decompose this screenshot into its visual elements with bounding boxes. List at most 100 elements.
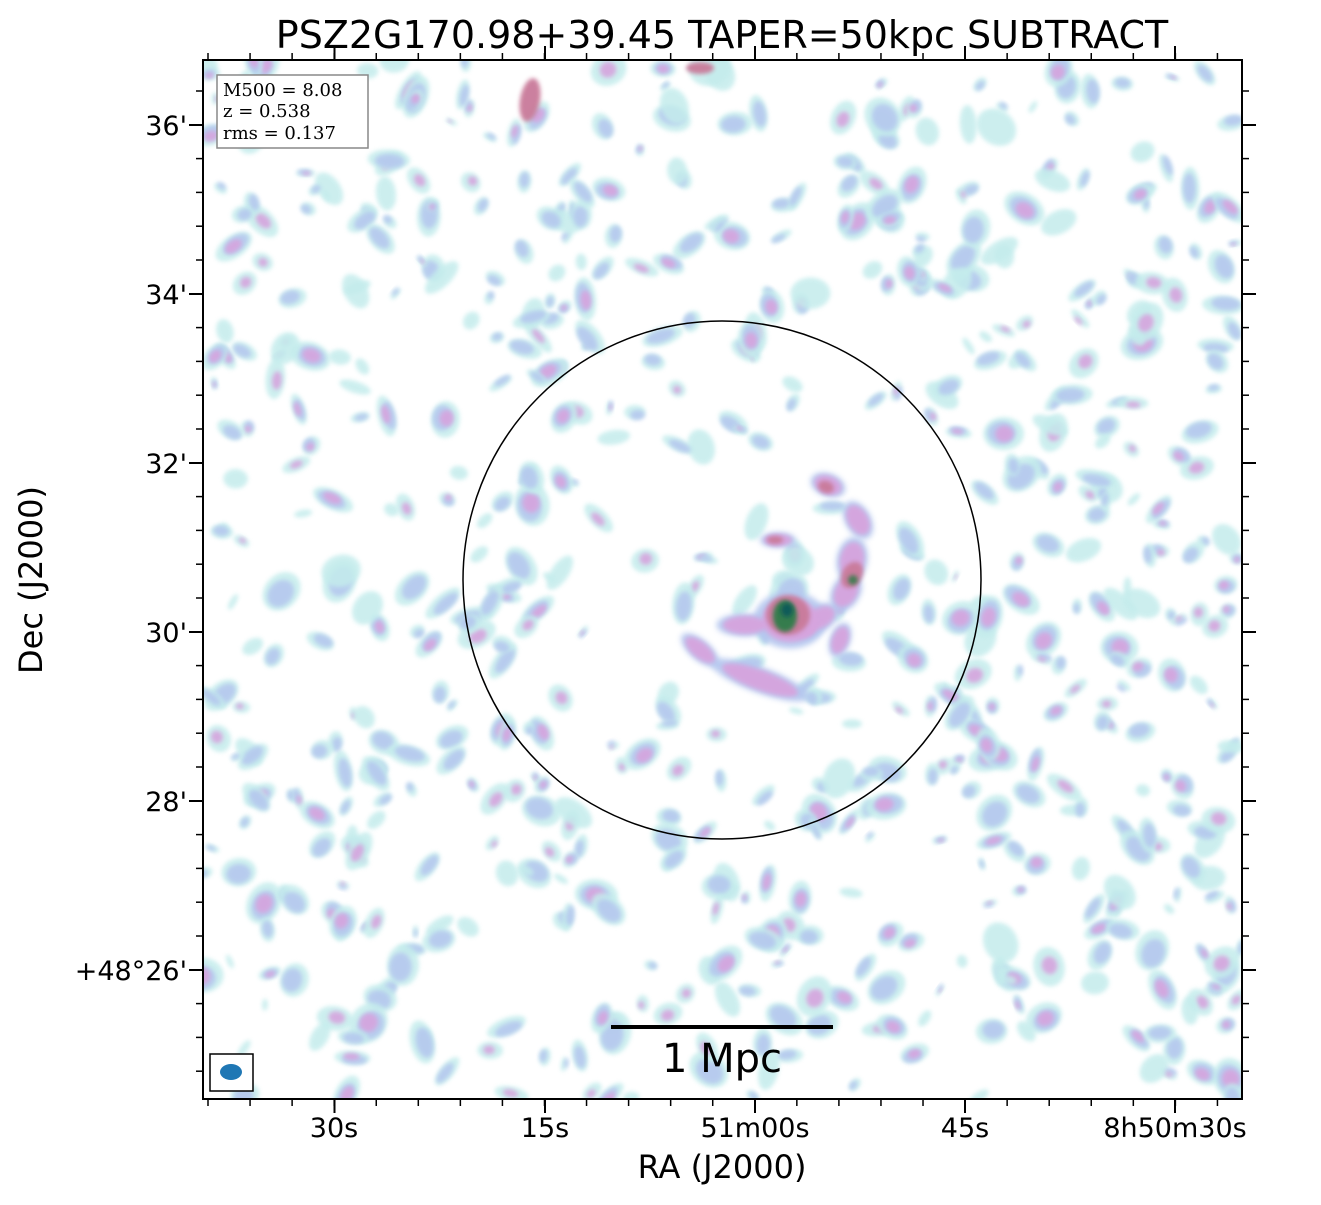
noise-blob bbox=[311, 744, 328, 758]
noise-blob bbox=[313, 633, 333, 648]
noise-blob bbox=[374, 153, 405, 169]
cluster-emission-blob bbox=[831, 626, 849, 654]
noise-blob bbox=[1030, 856, 1043, 868]
noise-blob bbox=[235, 703, 244, 710]
noise-blob bbox=[1152, 502, 1164, 515]
noise-blob bbox=[543, 572, 556, 582]
x-tick-label-8h50m30s: 8h50m30s bbox=[1103, 1113, 1246, 1144]
noise-blob bbox=[885, 278, 893, 289]
noise-blob bbox=[381, 405, 391, 424]
noise-blob bbox=[248, 789, 269, 811]
noise-blob bbox=[938, 760, 947, 769]
noise-blob bbox=[764, 820, 776, 831]
y-tick-label-34: 34' bbox=[145, 280, 187, 311]
noise-blob bbox=[555, 475, 566, 489]
noise-blob bbox=[574, 181, 592, 203]
noise-blob bbox=[1174, 780, 1186, 792]
noise-blob bbox=[477, 513, 493, 529]
noise-blob bbox=[1194, 1067, 1210, 1081]
noise-blob bbox=[522, 493, 540, 513]
noise-blob bbox=[308, 807, 325, 821]
noise-blob bbox=[262, 920, 273, 938]
noise-blob bbox=[391, 287, 399, 296]
noise-blob bbox=[1037, 653, 1053, 661]
noise-blob bbox=[598, 119, 613, 138]
noise-blob bbox=[323, 491, 342, 505]
noise-blob bbox=[537, 724, 550, 740]
noise-blob bbox=[1183, 547, 1199, 563]
noise-blob bbox=[1143, 546, 1152, 564]
noise-blob bbox=[711, 730, 721, 738]
noise-blob bbox=[238, 537, 247, 544]
noise-blob bbox=[574, 840, 584, 857]
noise-blob bbox=[342, 1032, 365, 1044]
noise-blob bbox=[669, 439, 691, 453]
noise-blob bbox=[883, 216, 896, 225]
noise-blob bbox=[244, 425, 252, 433]
noise-blob bbox=[1081, 971, 1109, 995]
noise-blob bbox=[1003, 975, 1017, 985]
noise-blob bbox=[1080, 171, 1090, 187]
noise-blob bbox=[487, 275, 501, 286]
noise-blob bbox=[494, 641, 510, 653]
noise-blob bbox=[406, 782, 414, 792]
noise-blob bbox=[869, 178, 883, 190]
beam-ellipse bbox=[220, 1064, 242, 1080]
noise-blob bbox=[980, 737, 993, 753]
noise-blob bbox=[1087, 300, 1093, 306]
noise-blob bbox=[982, 1020, 1005, 1039]
noise-blob bbox=[566, 905, 575, 926]
noise-blob bbox=[414, 174, 426, 187]
noise-blob bbox=[868, 393, 884, 407]
noise-blob bbox=[1032, 414, 1068, 437]
noise-blob bbox=[928, 768, 938, 785]
noise-blob bbox=[231, 753, 240, 760]
noise-blob bbox=[1050, 705, 1062, 716]
noise-blob bbox=[1065, 537, 1102, 563]
noise-blob bbox=[1221, 1069, 1240, 1088]
noise-blob bbox=[916, 236, 926, 242]
cluster-emission-blob bbox=[723, 616, 767, 634]
y-tick-label-26: +48°26' bbox=[75, 956, 187, 987]
noise-blob bbox=[1210, 702, 1215, 708]
noise-blob bbox=[270, 332, 300, 365]
noise-blob bbox=[233, 1087, 254, 1099]
noise-blob bbox=[338, 758, 352, 788]
noise-blob bbox=[282, 968, 303, 992]
noise-blob bbox=[781, 546, 814, 576]
noise-blob bbox=[1109, 923, 1133, 939]
noise-blob bbox=[383, 215, 393, 224]
noise-blob bbox=[837, 156, 854, 168]
cluster-emission-blob bbox=[685, 636, 715, 664]
noise-blob bbox=[756, 1034, 770, 1056]
noise-blob bbox=[555, 691, 568, 705]
noise-blob bbox=[379, 794, 392, 805]
noise-blob bbox=[982, 922, 1019, 963]
noise-blob bbox=[1226, 902, 1232, 911]
noise-blob bbox=[683, 313, 696, 328]
noise-blob bbox=[1173, 887, 1179, 899]
noise-blob bbox=[1230, 242, 1237, 247]
noise-blob bbox=[1166, 1037, 1183, 1059]
noise-blob bbox=[1074, 281, 1094, 297]
noise-blob bbox=[681, 988, 691, 998]
noise-blob bbox=[519, 172, 530, 188]
noise-blob bbox=[742, 894, 747, 900]
noise-blob bbox=[1056, 388, 1085, 403]
noise-blob bbox=[930, 412, 937, 421]
noise-blob bbox=[411, 93, 420, 104]
noise-blob bbox=[342, 273, 370, 309]
noise-blob bbox=[782, 376, 803, 393]
noise-blob bbox=[402, 575, 427, 600]
bright-source bbox=[767, 536, 783, 544]
noise-blob bbox=[233, 344, 251, 358]
noise-blob bbox=[539, 780, 547, 789]
noise-blob bbox=[459, 84, 469, 107]
noise-blob bbox=[630, 409, 645, 421]
noise-blob bbox=[343, 1052, 360, 1061]
noise-blob bbox=[531, 604, 547, 619]
noise-blob bbox=[874, 797, 894, 812]
noise-blob bbox=[1132, 661, 1144, 672]
noise-blob bbox=[904, 266, 915, 280]
noise-blob bbox=[938, 987, 943, 994]
